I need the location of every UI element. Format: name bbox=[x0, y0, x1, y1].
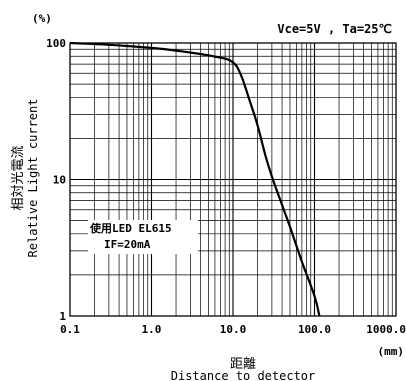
annotation-if: IF=20mA bbox=[104, 238, 151, 251]
y-tick-label: 100 bbox=[46, 37, 66, 50]
y-unit-label: (%) bbox=[32, 12, 52, 25]
conditions-label: Vce=5V , Ta=25℃ bbox=[277, 22, 392, 36]
x-tick-label: 0.1 bbox=[60, 323, 80, 336]
x-tick-label: 1.0 bbox=[142, 323, 162, 336]
x-axis-label: Distance to detector bbox=[171, 369, 316, 381]
grid bbox=[70, 43, 396, 316]
series-line bbox=[69, 41, 321, 317]
y-axis-label-jp: 相対光電流 bbox=[11, 145, 26, 210]
x-tick-labels: 0.1 1.0 10.0 100.0 1000.0 bbox=[60, 323, 406, 336]
annotation-led: 使用LED EL615 bbox=[89, 221, 172, 235]
y-tick-label: 1 bbox=[59, 310, 66, 323]
plot-frame bbox=[69, 42, 397, 317]
x-unit-label: (mm) bbox=[378, 345, 405, 358]
y-tick-label: 10 bbox=[53, 174, 66, 187]
x-axis-label-jp: 距離 bbox=[230, 357, 256, 372]
x-tick-label: 1000.0 bbox=[366, 323, 406, 336]
x-tick-label: 10.0 bbox=[220, 323, 247, 336]
annotation-box bbox=[88, 220, 198, 254]
x-tick-label: 100.0 bbox=[298, 323, 331, 336]
y-tick-labels: 1 10 100 bbox=[46, 37, 66, 323]
y-axis-label: Relative Light current bbox=[26, 99, 40, 258]
